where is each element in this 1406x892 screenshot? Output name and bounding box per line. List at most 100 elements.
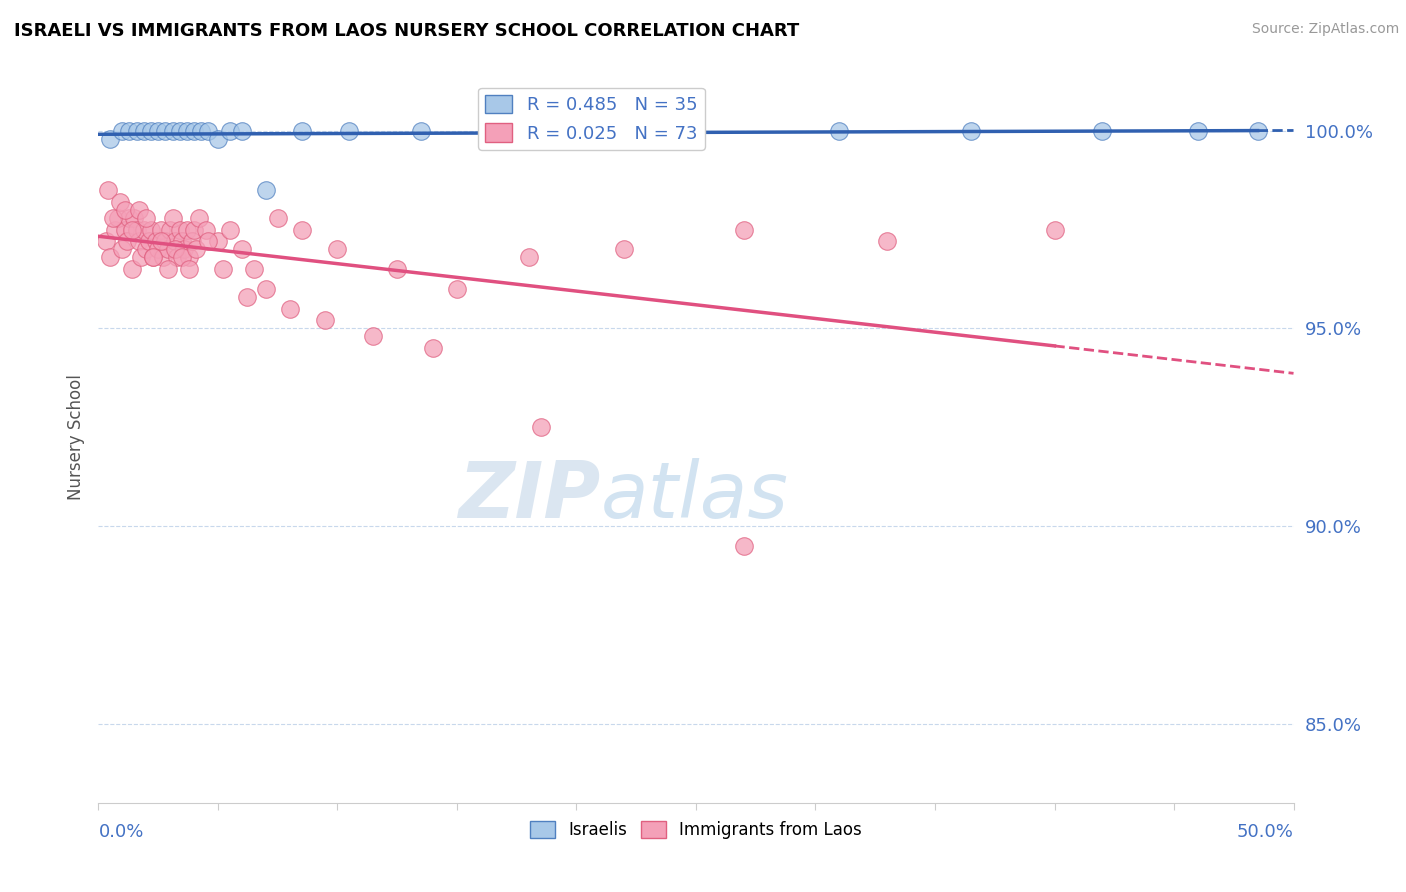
Point xyxy=(139,222,162,236)
Point xyxy=(139,123,162,137)
Point xyxy=(733,539,755,553)
Point xyxy=(190,123,212,137)
Point xyxy=(121,222,143,236)
Point xyxy=(254,183,277,197)
Point xyxy=(235,290,257,304)
Point xyxy=(152,250,174,264)
Point xyxy=(315,313,337,327)
Point xyxy=(101,211,124,225)
Point xyxy=(125,222,148,236)
Point xyxy=(326,242,349,256)
Point xyxy=(149,235,172,249)
Point xyxy=(169,222,191,236)
Point xyxy=(148,123,170,137)
Point xyxy=(159,222,181,236)
Text: 0.0%: 0.0% xyxy=(98,822,143,840)
Point xyxy=(107,211,129,225)
Point xyxy=(138,235,160,249)
Point xyxy=(183,123,205,137)
Point xyxy=(125,123,148,137)
Point xyxy=(231,242,253,256)
Point xyxy=(142,250,165,264)
Point xyxy=(339,123,361,137)
Point xyxy=(162,211,184,225)
Point xyxy=(179,262,201,277)
Point xyxy=(142,250,165,264)
Point xyxy=(219,222,242,236)
Point xyxy=(186,242,208,256)
Point xyxy=(517,250,540,264)
Y-axis label: Nursery School: Nursery School xyxy=(66,374,84,500)
Point xyxy=(131,250,153,264)
Point xyxy=(211,262,233,277)
Point xyxy=(118,211,141,225)
Point xyxy=(219,123,242,137)
Point xyxy=(183,222,205,236)
Point xyxy=(243,262,266,277)
Point xyxy=(118,123,141,137)
Point xyxy=(446,282,468,296)
Point xyxy=(176,222,198,236)
Point xyxy=(176,123,198,137)
Text: ISRAELI VS IMMIGRANTS FROM LAOS NURSERY SCHOOL CORRELATION CHART: ISRAELI VS IMMIGRANTS FROM LAOS NURSERY … xyxy=(14,22,799,40)
Point xyxy=(411,123,433,137)
Point xyxy=(530,420,553,434)
Point xyxy=(114,222,136,236)
Point xyxy=(530,123,553,137)
Point xyxy=(197,235,219,249)
Point xyxy=(155,235,177,249)
Point xyxy=(128,235,150,249)
Point xyxy=(231,123,253,137)
Point xyxy=(291,222,314,236)
Point xyxy=(132,222,155,236)
Point xyxy=(115,235,138,249)
Point xyxy=(207,131,229,145)
Point xyxy=(114,202,136,217)
Point xyxy=(1247,123,1270,137)
Point xyxy=(162,123,184,137)
Point xyxy=(166,250,188,264)
Point xyxy=(156,262,179,277)
Point xyxy=(685,123,707,137)
Point xyxy=(733,222,755,236)
Point xyxy=(135,211,157,225)
Point xyxy=(135,242,157,256)
Point xyxy=(876,235,898,249)
Point xyxy=(1187,123,1209,137)
Point xyxy=(111,242,134,256)
Text: Source: ZipAtlas.com: Source: ZipAtlas.com xyxy=(1251,22,1399,37)
Point xyxy=(98,131,122,145)
Point xyxy=(1043,222,1066,236)
Point xyxy=(121,262,143,277)
Point xyxy=(197,123,219,137)
Point xyxy=(124,211,146,225)
Text: ZIP: ZIP xyxy=(458,458,600,533)
Point xyxy=(278,301,301,316)
Point xyxy=(108,194,131,209)
Point xyxy=(169,123,191,137)
Point xyxy=(267,211,290,225)
Point xyxy=(111,123,134,137)
Legend: Israelis, Immigrants from Laos: Israelis, Immigrants from Laos xyxy=(523,814,869,846)
Point xyxy=(180,235,202,249)
Point xyxy=(128,202,150,217)
Point xyxy=(97,183,120,197)
Point xyxy=(828,123,851,137)
Point xyxy=(195,222,218,236)
Point xyxy=(254,282,277,296)
Point xyxy=(148,242,170,256)
Point xyxy=(149,222,172,236)
Point xyxy=(363,329,385,343)
Point xyxy=(173,242,195,256)
Point xyxy=(98,250,122,264)
Point xyxy=(187,211,209,225)
Point xyxy=(132,123,155,137)
Point xyxy=(145,235,167,249)
Point xyxy=(156,242,179,256)
Point xyxy=(291,123,314,137)
Point xyxy=(960,123,983,137)
Point xyxy=(155,123,177,137)
Text: 50.0%: 50.0% xyxy=(1237,822,1294,840)
Point xyxy=(385,262,409,277)
Point xyxy=(172,250,194,264)
